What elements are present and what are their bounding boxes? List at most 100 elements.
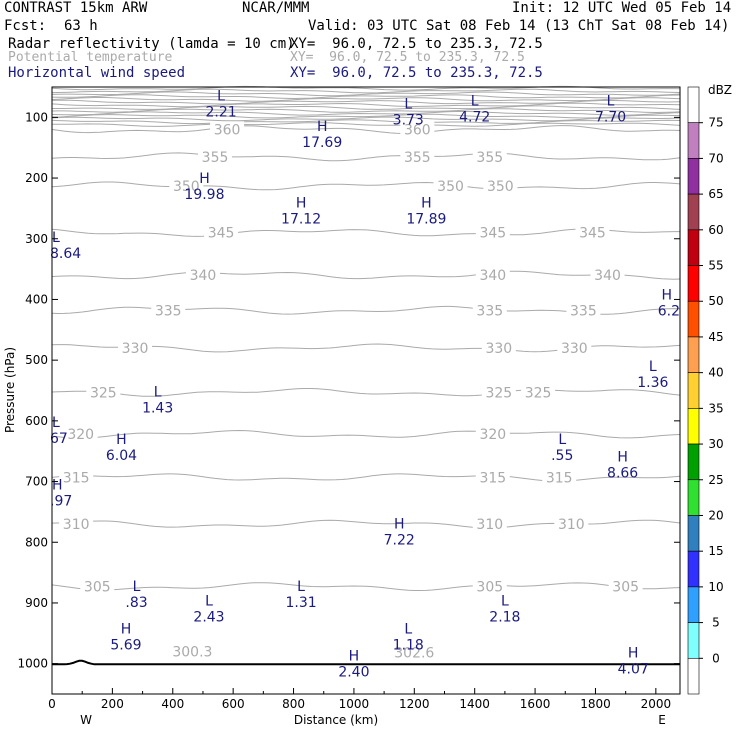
y-tick-label-0: 100 xyxy=(25,110,48,124)
colorbar-swatch-16 xyxy=(687,657,700,695)
theta-line-upper xyxy=(52,105,681,110)
colorbar-label-40: 40 xyxy=(708,366,723,380)
theta-label-bg xyxy=(472,516,507,532)
y-tick-label-6: 700 xyxy=(25,475,48,489)
extremum-type-16: H xyxy=(52,478,63,494)
extremum-type-10: L xyxy=(649,359,657,375)
theta-label: 330 xyxy=(122,341,149,357)
theta-label: 310 xyxy=(558,517,585,533)
extremum-value-18: .83 xyxy=(125,595,147,611)
colorbar-swatch-14 xyxy=(687,586,700,623)
theta-label: 300.3 xyxy=(172,645,212,661)
theta-label-bg xyxy=(475,267,510,283)
extremum-type-12: L xyxy=(52,415,60,431)
theta-label: 335 xyxy=(155,303,182,319)
colorbar-swatch-13 xyxy=(687,550,700,588)
extremum-type-11: L xyxy=(154,385,162,401)
theta-line-upper xyxy=(51,99,681,105)
theta-label: 345 xyxy=(208,226,235,242)
theta-label-bg xyxy=(608,578,643,594)
colorbar-unit: dBZ xyxy=(708,83,732,97)
extremum-value-9: 6.2 xyxy=(658,304,680,320)
theta-label: 310 xyxy=(476,517,503,533)
forecast-label: Fcst: xyxy=(4,18,47,34)
colorbar-label-55: 55 xyxy=(708,259,723,273)
colorbar-swatch-10 xyxy=(687,443,700,481)
theta-label-bg xyxy=(575,224,610,240)
theta-label: 355 xyxy=(476,150,503,166)
theta-label: 330 xyxy=(561,341,588,357)
x-tick-label-8: 1600 xyxy=(520,697,551,711)
theta-label: 340 xyxy=(190,268,217,284)
theta-label: 302.6 xyxy=(394,646,434,662)
extremum-value-13: 6.04 xyxy=(106,448,137,464)
extremum-value-12: 67 xyxy=(50,431,68,447)
extremum-type-1: L xyxy=(404,96,412,112)
x-tick-label-7: 1400 xyxy=(459,697,490,711)
field-name-theta: Potential temperature xyxy=(8,50,173,65)
extremum-value-2: 4.72 xyxy=(459,109,490,125)
colorbar-swatch-5 xyxy=(687,265,700,302)
y-tick-label-4: 500 xyxy=(25,353,48,367)
field-xy-wind: XY= 96.0, 72.5 to 235.3, 72.5 xyxy=(290,65,543,81)
theta-label: 340 xyxy=(479,268,506,284)
extremum-value-20: 1.31 xyxy=(286,595,317,611)
theta-label: 325 xyxy=(485,385,512,401)
wind-extrema: L2.21L3.73L4.72L7.70H17.69H19.98H17.12H1… xyxy=(50,88,680,680)
colorbar-label-65: 65 xyxy=(708,187,723,201)
colorbar-label-5: 5 xyxy=(712,616,720,630)
y-tick-label-3: 400 xyxy=(25,292,48,306)
theta-line-upper xyxy=(51,102,681,108)
theta-line-360 xyxy=(51,125,681,135)
theta-label-bg xyxy=(481,340,516,356)
theta-line-340 xyxy=(51,270,681,280)
colorbar-label-25: 25 xyxy=(708,473,723,487)
theta-line-upper xyxy=(51,91,681,97)
theta-label-bg xyxy=(198,148,233,164)
x-tick-label-2: 400 xyxy=(161,697,184,711)
theta-label: 350 xyxy=(437,179,464,195)
x-tick-label-9: 1800 xyxy=(580,697,611,711)
theta-line-upper xyxy=(51,113,681,119)
extremum-value-3: 7.70 xyxy=(595,109,626,125)
extremum-value-16: .97 xyxy=(50,494,72,510)
theta-label-bg xyxy=(521,384,556,400)
terrain xyxy=(52,659,680,666)
y-tick-label-1: 200 xyxy=(25,171,48,185)
colorbar-label-70: 70 xyxy=(708,151,723,165)
theta-line-upper xyxy=(51,119,681,125)
theta-line-upper xyxy=(51,88,681,94)
theta-label: 345 xyxy=(479,226,506,242)
theta-label-bg xyxy=(433,177,468,193)
colorbar-swatch-11 xyxy=(687,479,700,516)
extremum-type-21: L xyxy=(501,593,509,609)
y-axis-label: Pressure (hPa) xyxy=(3,347,17,433)
x-tick-label-10: 2000 xyxy=(641,697,672,711)
theta-label: 325 xyxy=(525,385,552,401)
theta-label: 345 xyxy=(579,226,606,242)
field-name-wind: Horizontal wind speed xyxy=(8,65,186,81)
theta-line-350 xyxy=(51,181,681,191)
extremum-type-9: H xyxy=(661,288,672,304)
theta-label: 320 xyxy=(479,427,506,443)
theta-line-355 xyxy=(51,152,681,162)
extremum-value-1: 3.73 xyxy=(393,112,424,128)
colorbar-label-75: 75 xyxy=(708,116,723,130)
extremum-type-3: L xyxy=(607,93,615,109)
colorbar-swatch-1 xyxy=(687,122,700,159)
theta-line-315 xyxy=(51,473,681,482)
field-name-reflectivity: Radar reflectivity (lamda = 10 cm) xyxy=(8,36,295,52)
extremum-value-5: 19.98 xyxy=(184,187,224,203)
theta-label: 335 xyxy=(570,303,597,319)
extremum-type-8: L xyxy=(52,230,60,246)
extremum-value-17: 7.22 xyxy=(384,532,415,548)
colorbar-swatch-4 xyxy=(687,229,700,266)
theta-label-bg xyxy=(59,516,94,532)
theta-line-345 xyxy=(51,228,680,237)
y-tick-label-7: 800 xyxy=(25,535,48,549)
theta-label-bg xyxy=(400,121,435,137)
theta-label: 315 xyxy=(479,470,506,486)
colorbar-swatch-7 xyxy=(687,336,700,373)
